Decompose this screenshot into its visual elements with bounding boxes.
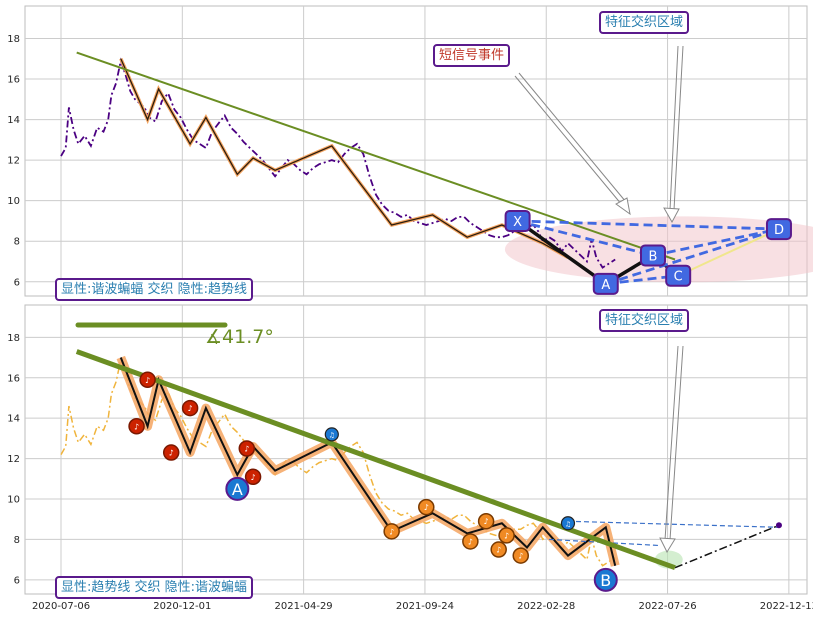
- harmonic-leg-cd: [677, 228, 780, 277]
- blue-marker-glyph: ♫: [565, 520, 571, 528]
- trendline: [76, 51, 676, 261]
- harmonic-dash-xb: [517, 219, 654, 257]
- note-marker: [128, 418, 145, 435]
- note-marker: [244, 468, 262, 486]
- blue-marker-glyph: ♫: [329, 431, 335, 439]
- note-marker: [418, 498, 435, 516]
- note-marker-glyph: ♪: [169, 449, 174, 458]
- harmonic-point-c: [665, 264, 692, 287]
- note-marker: [512, 547, 529, 564]
- note-marker-glyph: ♪: [504, 531, 509, 540]
- note-marker-glyph: ♪: [244, 444, 249, 453]
- x-tick-label: 2020-07-06: [32, 601, 90, 612]
- y-tick-label: 8: [14, 535, 20, 546]
- top-panel-caption: 显性:谐波蝙蝠 交织 隐性:趋势线: [55, 278, 254, 301]
- x-tick-label: 2020-12-01: [153, 601, 211, 612]
- pivot-point-label: B: [600, 571, 611, 590]
- bottom-panel: 6 8 10 12 14 16 18 2020-07-06 2020-12-01 2021-04-…: [7, 304, 813, 612]
- harmonic-point-label: D: [774, 223, 784, 238]
- y-tick-label: 16: [7, 75, 20, 86]
- note-marker-glyph: ♪: [518, 552, 523, 561]
- y-tick-label: 18: [7, 34, 20, 45]
- y-tick-label: 16: [7, 373, 20, 384]
- y-tick-label: 6: [14, 575, 20, 586]
- y-tick-label: 14: [7, 414, 20, 425]
- pivot-point-b: [593, 567, 618, 592]
- note-marker-glyph: ♪: [251, 473, 256, 482]
- projection-endpoint: [775, 522, 782, 529]
- note-marker-glyph: ♪: [484, 517, 489, 526]
- arrow-feature-zone-top: [669, 45, 684, 211]
- harmonic-point-x: [504, 209, 531, 232]
- arrow-short-signal-head: [615, 197, 631, 216]
- note-marker-glyph: ♪: [188, 404, 193, 413]
- blue-marker: [560, 516, 576, 531]
- annotation-feature-zone-top: 特征交织区域: [599, 11, 690, 34]
- note-marker-glyph: ♪: [134, 422, 139, 431]
- harmonic-dash-xd: [517, 219, 780, 231]
- harmonic-dash-bd: [652, 227, 780, 257]
- trend-angle-label: ∡41.7°: [205, 326, 274, 348]
- arrow-short-signal: [514, 72, 627, 206]
- y-tick-label: 12: [7, 454, 20, 465]
- harmonic-point-a: [592, 272, 619, 295]
- arrow-feature-zone-bottom: [664, 345, 684, 541]
- harmonic-point-label: C: [674, 270, 683, 285]
- x-tick-label: 2022-02-28: [517, 601, 575, 612]
- note-marker-glyph: ♪: [145, 376, 150, 385]
- note-marker-glyph: ♪: [496, 546, 501, 555]
- y-tick-label: 10: [7, 495, 20, 506]
- blue-marker: [324, 427, 339, 442]
- top-panel: 6 8 10 12 14 16 18 X A B C D: [7, 5, 813, 297]
- note-marker: [490, 541, 507, 558]
- y-tick-label: 12: [7, 156, 20, 167]
- dashed-guide-2: [549, 538, 660, 547]
- zigzag-line: [120, 58, 569, 259]
- y-tick-label: 8: [14, 237, 20, 248]
- annotation-feature-zone-bottom: 特征交织区域: [599, 309, 690, 332]
- note-marker: [181, 399, 199, 417]
- harmonic-point-b: [640, 244, 666, 267]
- y-tick-label: 10: [7, 196, 20, 207]
- note-marker: [498, 527, 515, 544]
- bottom-panel-caption: 显性:趋势线 交织 隐性:谐波蝙蝠: [55, 576, 254, 599]
- harmonic-point-label: A: [601, 278, 610, 293]
- x-tick-label: 2022-12-13: [760, 601, 813, 612]
- price-series-line: [60, 57, 616, 269]
- note-marker: [162, 444, 180, 461]
- note-marker-glyph: ♪: [468, 537, 473, 546]
- pivot-point-label: A: [232, 480, 243, 499]
- annotation-short-signal: 短信号事件: [433, 44, 511, 67]
- harmonic-point-label: B: [649, 249, 658, 264]
- x-tick-label: 2021-09-24: [396, 601, 454, 612]
- harmonic-point-label: X: [513, 215, 522, 230]
- trendline: [75, 349, 676, 571]
- note-marker: [383, 523, 400, 540]
- projection-line: [674, 524, 780, 569]
- note-marker: [238, 440, 256, 457]
- x-tick-label: 2022-07-26: [638, 601, 696, 612]
- note-marker: [477, 512, 495, 530]
- harmonic-point-d: [765, 218, 792, 241]
- x-tick-label: 2021-04-29: [275, 601, 333, 612]
- pivot-point-a: [225, 476, 250, 501]
- note-marker: [139, 371, 156, 389]
- harmonic-leg-xa: [516, 219, 607, 286]
- price-series-line: [60, 356, 616, 567]
- zigzag-line: [119, 357, 617, 566]
- note-marker-glyph: ♪: [389, 527, 394, 536]
- arrow-feature-zone-bottom-head: [659, 537, 676, 554]
- note-marker-glyph: ♪: [424, 503, 429, 512]
- y-tick-label: 14: [7, 115, 20, 126]
- arrow-feature-zone-top-head: [663, 207, 680, 224]
- y-tick-label: 18: [7, 333, 20, 344]
- note-marker: [462, 533, 479, 550]
- harmonic-dash-ad: [605, 227, 780, 286]
- dashed-guide-1: [567, 520, 779, 528]
- y-tick-label: 6: [14, 277, 20, 288]
- panel-frame: [24, 304, 808, 595]
